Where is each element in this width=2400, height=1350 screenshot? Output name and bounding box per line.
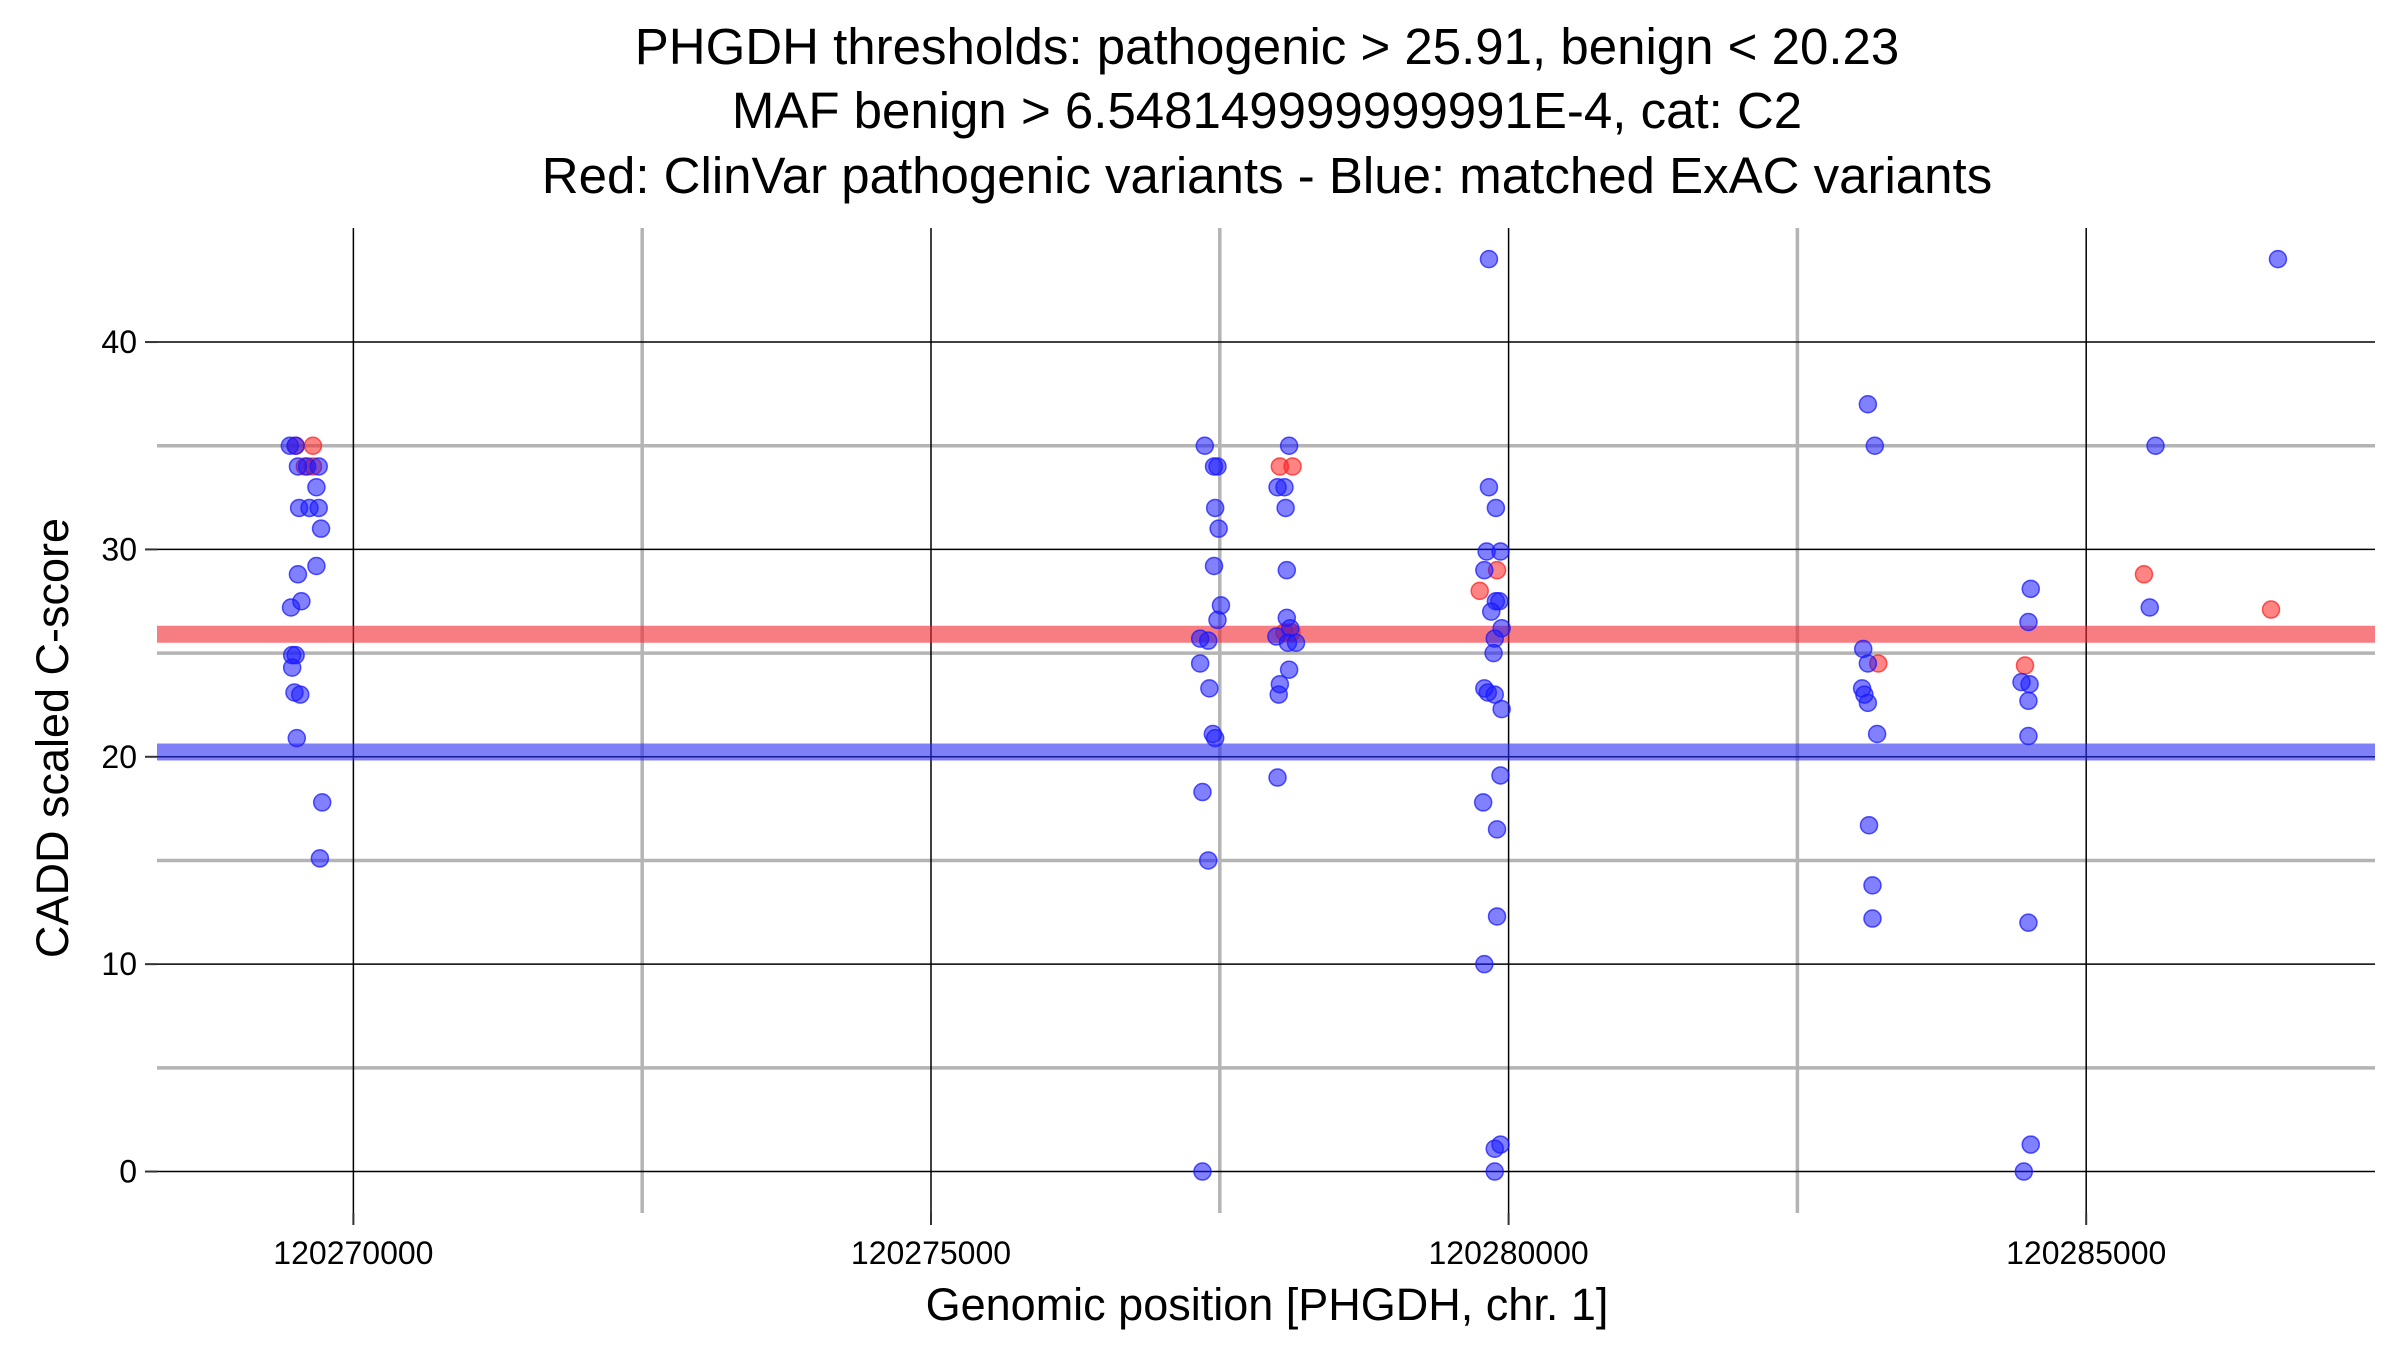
- x-tick-label: 120270000: [273, 1235, 433, 1271]
- exac-variant-point: [1279, 436, 1299, 455]
- exac-variant-point: [1286, 633, 1306, 652]
- exac-variant-point: [1473, 793, 1493, 812]
- data-points: [280, 249, 2288, 1181]
- exac-variant-point: [1205, 498, 1225, 518]
- pathogenic-variant-point: [1283, 457, 1302, 476]
- exac-variant-point: [312, 793, 332, 812]
- x-tick-label: 120275000: [851, 1235, 1011, 1271]
- y-axis-title: CADD scaled C-score: [27, 518, 78, 958]
- exac-variant-point: [1190, 654, 1210, 673]
- exac-variant-point: [310, 849, 330, 868]
- exac-variant-point: [1863, 909, 1882, 928]
- exac-variant-point: [2020, 674, 2039, 694]
- exac-variant-point: [1269, 685, 1288, 704]
- exac-variant-point: [2014, 1162, 2034, 1181]
- exac-variant-point: [1859, 815, 1879, 835]
- exac-variant-point: [1276, 498, 1295, 518]
- exac-variant-point: [1195, 436, 1215, 455]
- axis-ticks: 0 10 20 30 40 120270000 120275000 120280000 1202…: [101, 324, 2166, 1271]
- exac-variant-point: [1491, 542, 1510, 561]
- exac-variant-point: [1479, 477, 1499, 497]
- exac-variant-point: [1485, 1139, 1504, 1158]
- exac-variant-point: [307, 556, 326, 576]
- exac-variant-point: [1487, 820, 1507, 839]
- exac-variant-point: [1193, 782, 1212, 802]
- pathogenic-variant-point: [2134, 565, 2154, 584]
- exac-variant-point: [1475, 560, 1494, 580]
- pathogenic-variant-point: [2015, 656, 2035, 675]
- exac-variant-point: [1268, 768, 1287, 787]
- exac-variant-point: [1863, 876, 1882, 895]
- exac-variant-point: [1198, 631, 1218, 650]
- exac-variant-point: [1475, 954, 1494, 974]
- exac-variant-point: [2140, 598, 2159, 617]
- exac-variant-point: [1279, 660, 1299, 679]
- exac-variant-point: [1487, 907, 1507, 926]
- chart-title-line-1: PHGDH thresholds: pathogenic > 25.91, be…: [635, 18, 1900, 75]
- y-tick-label: 30: [101, 531, 137, 567]
- y-tick-label: 40: [101, 324, 137, 360]
- exac-variant-point: [1858, 693, 1878, 713]
- pathogenic-variant-point: [1470, 581, 1489, 601]
- exac-variant-point: [1198, 851, 1218, 870]
- y-tick-label: 10: [101, 946, 137, 982]
- exac-variant-point: [1484, 643, 1503, 663]
- x-axis-title: Genomic position [PHGDH, chr. 1]: [926, 1279, 1609, 1330]
- exac-variant-point: [287, 728, 307, 748]
- exac-variant-point: [1479, 249, 1499, 269]
- x-tick-label: 120280000: [1429, 1235, 1589, 1271]
- exac-variant-point: [309, 498, 328, 518]
- exac-variant-point: [2019, 726, 2038, 746]
- exac-variant-point: [1208, 610, 1227, 630]
- exac-variant-point: [290, 685, 310, 704]
- chart-title-line-2: MAF benign > 6.548149999999991E-4, cat: …: [732, 82, 1802, 139]
- exac-variant-point: [1208, 457, 1227, 476]
- exac-variant-point: [2146, 436, 2165, 455]
- exac-variant-point: [1867, 724, 1887, 744]
- exac-variant-point: [1491, 766, 1510, 785]
- exac-variant-point: [2021, 1135, 2040, 1154]
- exac-variant-point: [1858, 654, 1878, 673]
- x-tick-label: 120285000: [2006, 1235, 2166, 1271]
- exac-variant-point: [1204, 556, 1224, 576]
- exac-variant-point: [1193, 1162, 1212, 1181]
- pathogenic-variant-point: [2261, 600, 2281, 619]
- exac-variant-point: [311, 519, 331, 538]
- exac-variant-point: [1209, 519, 1228, 538]
- pathogenic-variant-point: [303, 436, 323, 455]
- exac-variant-point: [1492, 699, 1511, 719]
- exac-variant-point: [2019, 913, 2038, 932]
- exac-variant-point: [282, 658, 302, 677]
- exac-variant-point: [1205, 728, 1225, 748]
- exac-variant-point: [1865, 436, 1885, 455]
- exac-variant-point: [307, 477, 326, 497]
- exac-variant-point: [286, 436, 305, 455]
- chart-title-line-3: Red: ClinVar pathogenic variants - Blue:…: [542, 147, 1992, 204]
- exac-variant-point: [281, 598, 301, 617]
- exac-variant-point: [2019, 612, 2038, 632]
- exac-variant-point: [1275, 477, 1294, 497]
- exac-variant-point: [2268, 249, 2288, 269]
- exac-variant-point: [288, 565, 308, 584]
- exac-variant-point: [2019, 691, 2038, 711]
- exac-variant-point: [309, 457, 328, 476]
- y-tick-label: 0: [119, 1154, 137, 1190]
- grid-layer: [157, 228, 2375, 1213]
- threshold-lines: [157, 625, 2375, 761]
- exac-variant-point: [1486, 498, 1506, 518]
- exac-variant-point: [1482, 602, 1501, 621]
- exac-variant-point: [1485, 1162, 1504, 1181]
- exac-variant-point: [2021, 579, 2040, 599]
- exac-variant-point: [1200, 679, 1219, 698]
- exac-variant-point: [1858, 395, 1878, 414]
- exac-variant-point: [1277, 560, 1297, 580]
- y-tick-label: 20: [101, 739, 137, 775]
